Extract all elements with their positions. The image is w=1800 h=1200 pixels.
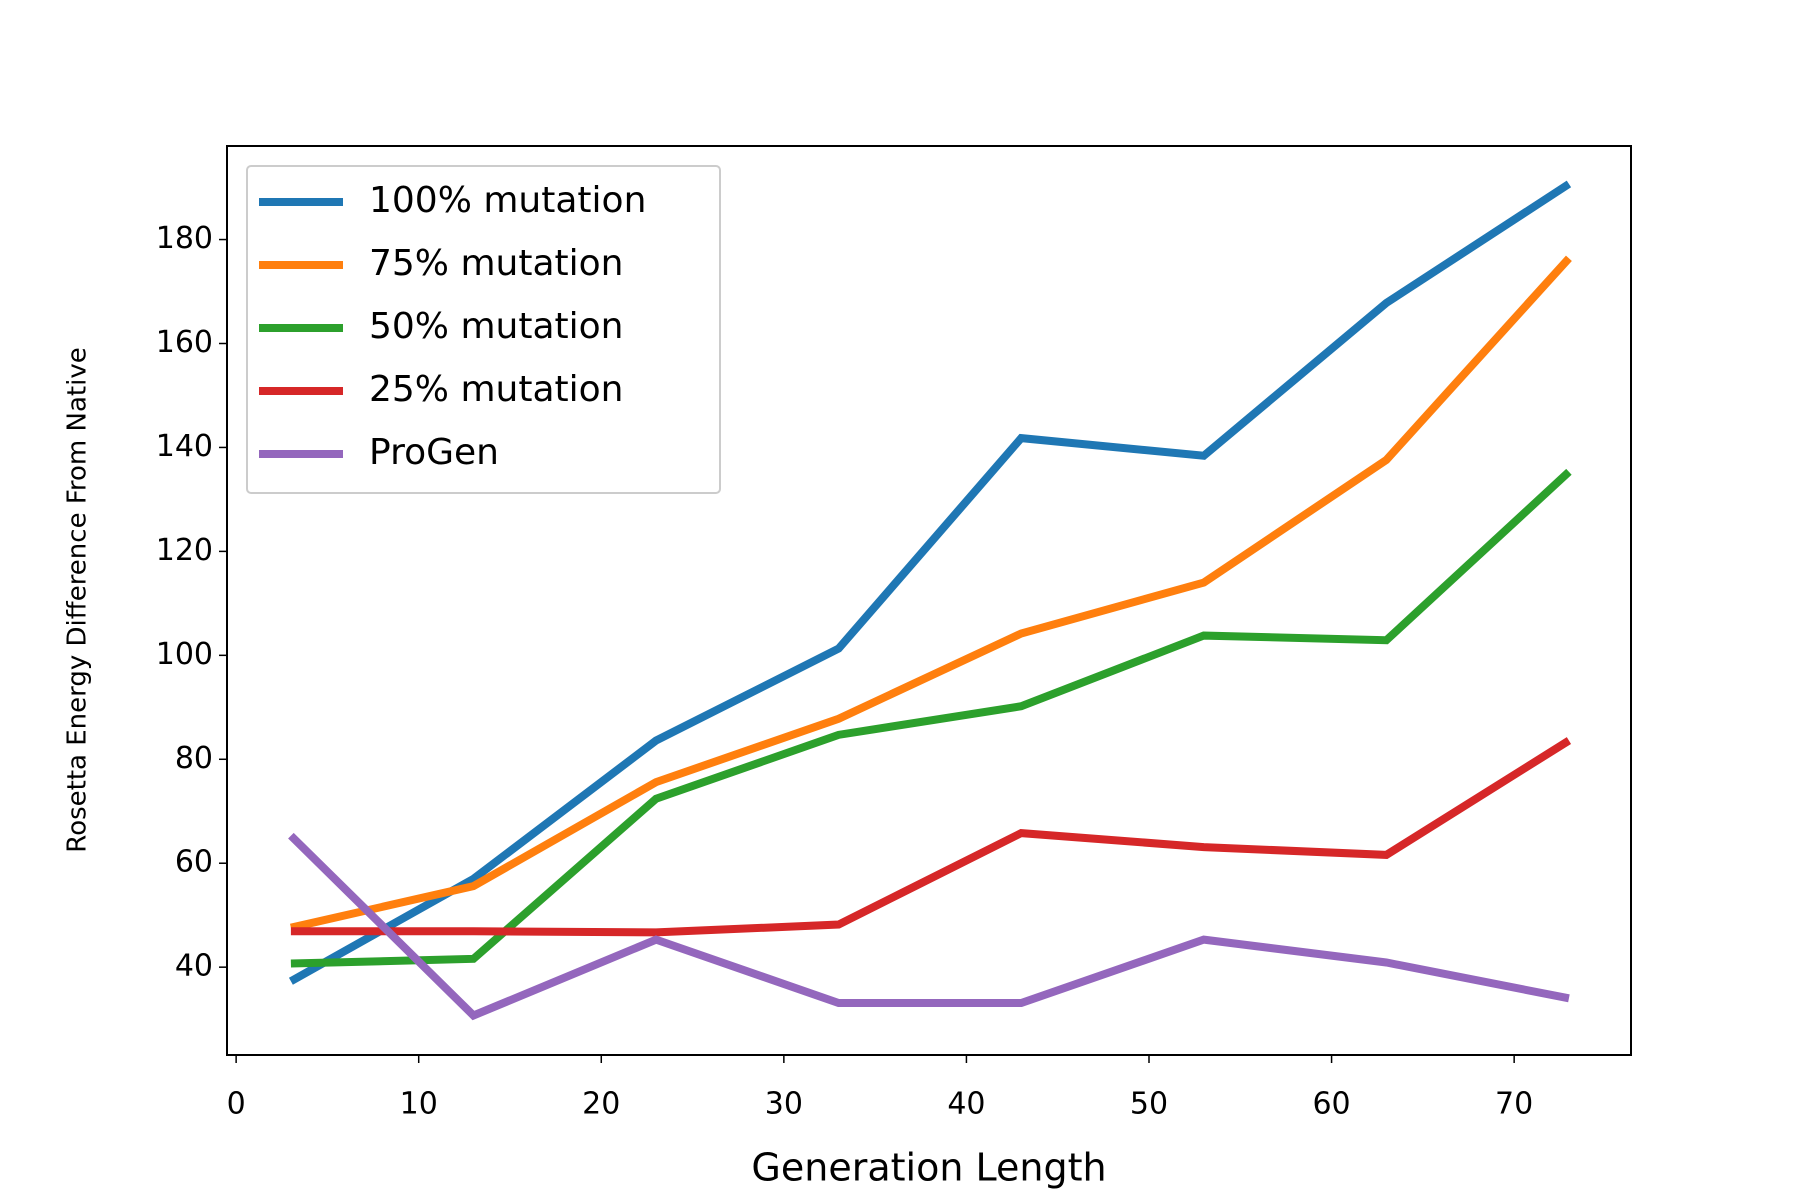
y-tick-label: 120 (156, 533, 213, 568)
x-axis-label: Generation Length (751, 1146, 1106, 1190)
x-tick-label: 0 (227, 1087, 246, 1122)
y-tick-label: 60 (175, 845, 213, 880)
x-tick-label: 60 (1312, 1087, 1350, 1122)
x-tick-label: 10 (400, 1087, 438, 1122)
y-axis-label: Rosetta Energy Difference From Native (63, 347, 93, 852)
series-line (288, 832, 1570, 1021)
legend-label: 75% mutation (369, 243, 623, 284)
series-line (290, 255, 1572, 932)
y-tick-label: 40 (175, 949, 213, 984)
y-tick-label: 100 (156, 637, 213, 672)
legend-label: 100% mutation (369, 180, 646, 221)
x-tick-label: 40 (947, 1087, 985, 1122)
y-tick-label: 180 (156, 221, 213, 256)
series-line (288, 180, 1572, 985)
x-tick-label: 50 (1130, 1087, 1168, 1122)
y-tick-label: 80 (175, 741, 213, 776)
legend-label: ProGen (369, 432, 499, 473)
legend-label: 50% mutation (369, 306, 623, 347)
legend-label: 25% mutation (369, 369, 623, 410)
x-tick-label: 20 (582, 1087, 620, 1122)
x-tick-label: 30 (765, 1087, 803, 1122)
y-tick-label: 140 (156, 429, 213, 464)
series-line (290, 737, 1572, 937)
y-tick-label: 160 (156, 325, 213, 360)
plot-frame (226, 145, 1632, 1056)
x-tick-label: 70 (1495, 1087, 1533, 1122)
legend-box (246, 165, 721, 494)
